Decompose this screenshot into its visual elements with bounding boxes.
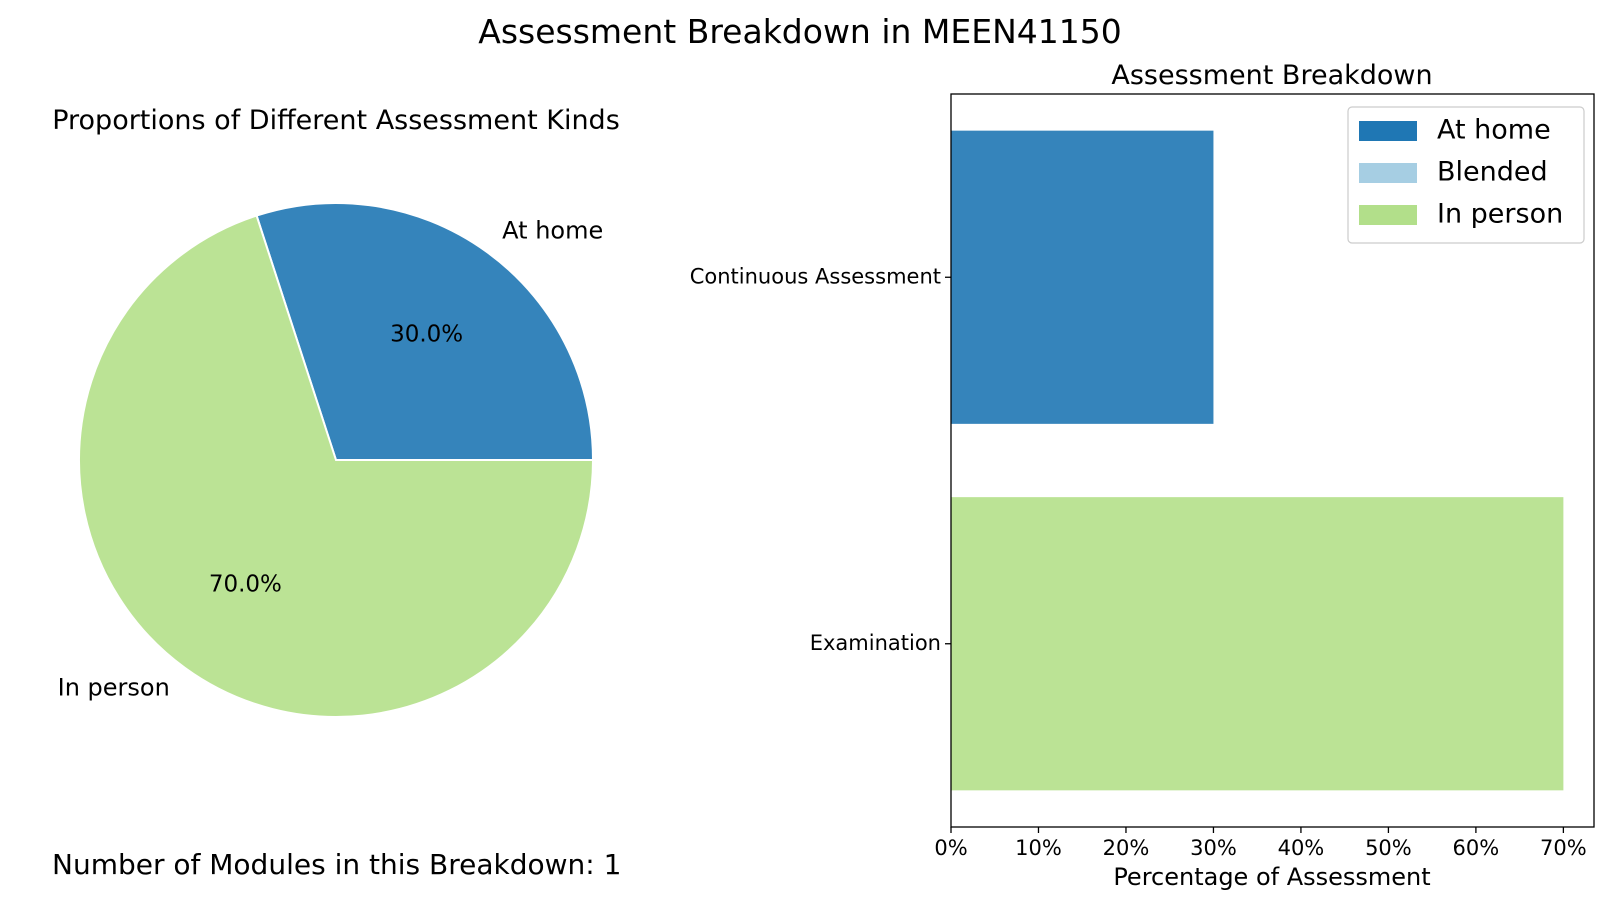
x-tick-label: 10% bbox=[1015, 836, 1062, 860]
plot-frame bbox=[950, 93, 1595, 828]
bar-title: Assessment Breakdown bbox=[1111, 60, 1432, 91]
pie-category-label-in-person: In person bbox=[58, 674, 170, 702]
bar-continuous-assessment-at-home bbox=[951, 130, 1214, 424]
pie-labels: 30.0% At home 70.0% In person bbox=[58, 216, 604, 701]
figure-title: Assessment Breakdown in MEEN41150 bbox=[478, 12, 1122, 51]
bar-examination-in-person bbox=[951, 497, 1564, 791]
x-tick-label: 20% bbox=[1103, 836, 1150, 860]
y-axis: Continuous Assessment Examination bbox=[690, 264, 951, 655]
y-tick-label: Continuous Assessment bbox=[690, 264, 941, 288]
module-count-text: Number of Modules in this Breakdown: 1 bbox=[52, 848, 621, 881]
pie-slices bbox=[78, 202, 595, 718]
x-tick-label: 0% bbox=[934, 836, 967, 860]
legend-label-at-home: At home bbox=[1437, 115, 1551, 146]
legend-swatch-at-home bbox=[1359, 121, 1417, 141]
pie-slice-at-home bbox=[255, 202, 595, 461]
x-tick-label: 70% bbox=[1540, 836, 1587, 860]
pie-pct-label-at-home: 30.0% bbox=[390, 322, 463, 348]
legend-label-in-person: In person bbox=[1437, 199, 1563, 230]
legend-label-blended: Blended bbox=[1437, 157, 1548, 188]
bars bbox=[951, 130, 1564, 791]
pie-category-label-at-home: At home bbox=[502, 216, 603, 244]
x-tick-label: 30% bbox=[1190, 836, 1237, 860]
pie-title: Proportions of Different Assessment Kind… bbox=[52, 105, 620, 136]
x-tick-label: 60% bbox=[1453, 836, 1500, 860]
bar-chart: Assessment Breakdown 0% 10% 20% 30% 40% 50% 60… bbox=[690, 60, 1595, 891]
y-tick-label: Examination bbox=[810, 631, 941, 655]
x-tick-label: 40% bbox=[1278, 836, 1325, 860]
pie-pct-label-in-person: 70.0% bbox=[209, 571, 282, 597]
pie-slice-in-person bbox=[78, 214, 595, 718]
x-tick-label: 50% bbox=[1365, 836, 1412, 860]
legend-swatch-blended bbox=[1359, 163, 1417, 183]
x-axis: 0% 10% 20% 30% 40% 50% 60% 70% bbox=[934, 827, 1587, 860]
x-axis-label: Percentage of Assessment bbox=[1113, 863, 1430, 891]
legend-swatch-in-person bbox=[1359, 205, 1417, 225]
pie-chart: Proportions of Different Assessment Kind… bbox=[52, 105, 620, 718]
legend: At home Blended In person bbox=[1347, 106, 1585, 244]
